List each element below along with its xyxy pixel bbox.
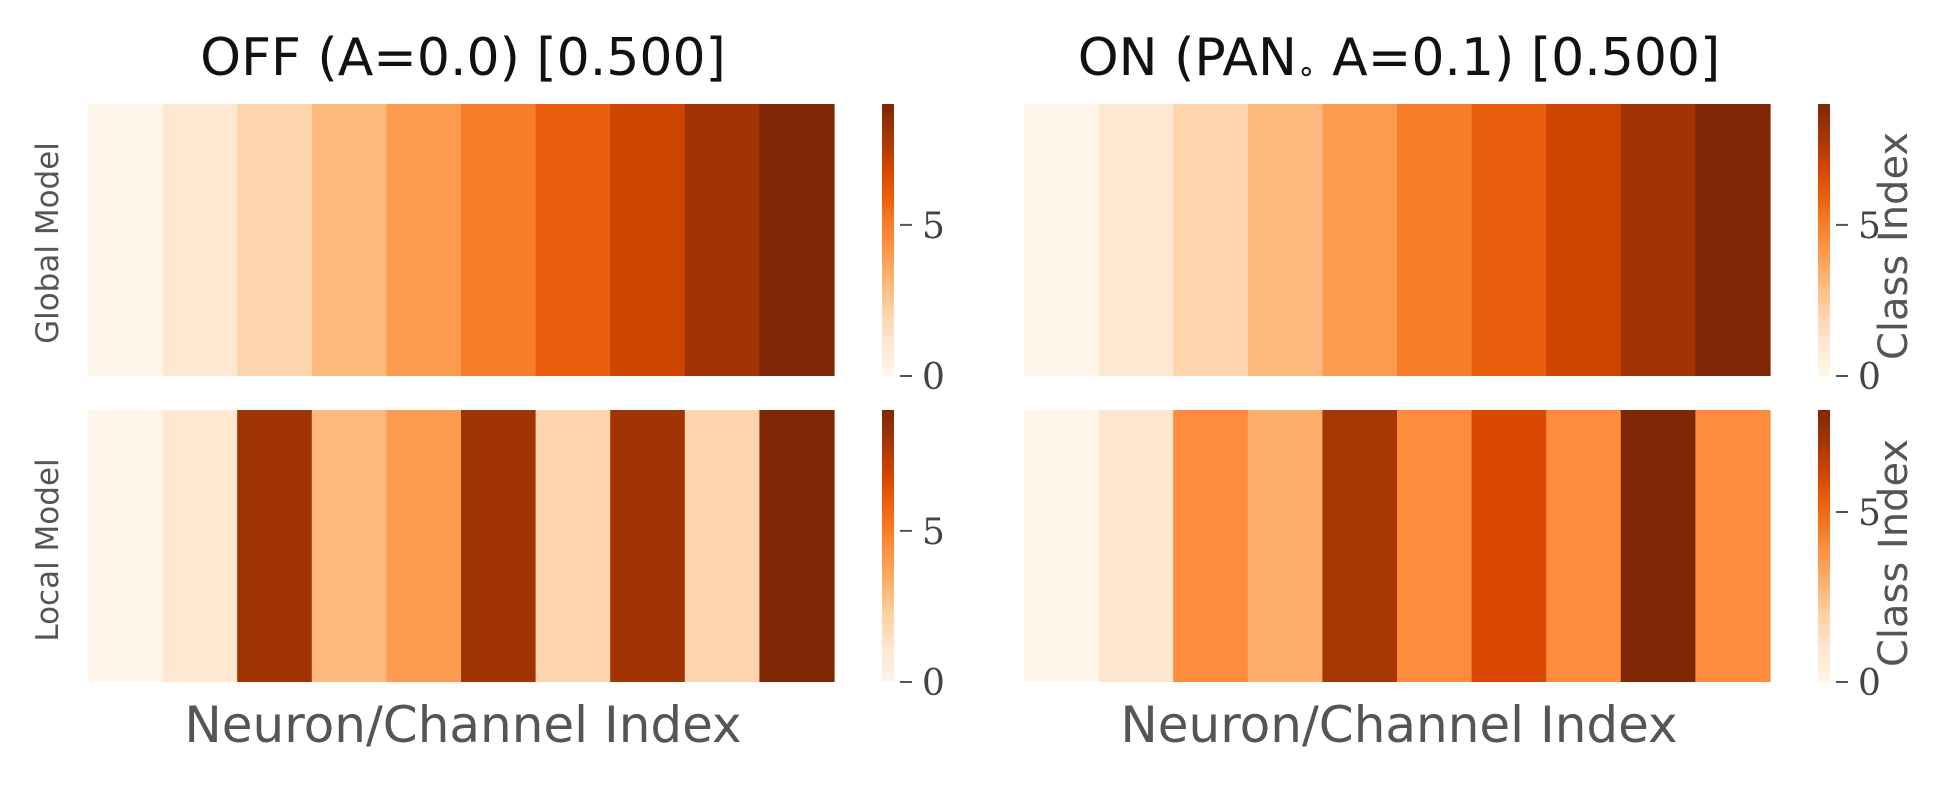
heatmap-cell-1-2 (1173, 104, 1249, 376)
heatmap-cell-1-1 (1098, 104, 1174, 376)
colorbar-tick-label-0-0: 0 (922, 357, 945, 398)
colorbar-0 (882, 104, 894, 376)
right-title-rest: A=0.1) [0.500] (1315, 28, 1721, 88)
heatmap-cell-2-6 (535, 410, 611, 682)
colorbar-tick-label-2-0: 0 (922, 663, 945, 704)
left-panel-title: OFF (A=0.0) [0.500] (200, 28, 726, 88)
heatmap-cell-0-2 (237, 104, 313, 376)
colorbar-tick-label-0-1: 5 (922, 206, 945, 247)
heatmap-cell-3-2 (1173, 410, 1249, 682)
colorbar-tick-label-1-1: 5 (1858, 206, 1881, 247)
heatmap-cell-0-6 (535, 104, 611, 376)
heatmap-cell-0-0 (88, 104, 164, 376)
heatmap-cell-3-7 (1546, 410, 1622, 682)
heatmap-cell-0-3 (311, 104, 387, 376)
heatmap-cell-3-1 (1098, 410, 1174, 682)
heatmap-cell-2-1 (162, 410, 238, 682)
heatmap-cell-3-3 (1247, 410, 1323, 682)
colorbar-1 (1818, 104, 1830, 376)
right-panel-title: ON (PAN∘ A=0.1) [0.500] (1024, 18, 1774, 98)
heatmap-cell-2-9 (759, 410, 835, 682)
left-xlabel: Neuron/Channel Index (184, 696, 742, 754)
heatmap-cell-0-8 (684, 104, 760, 376)
colorbar-tick-label-3-0: 0 (1858, 663, 1881, 704)
right-title-sub: ∘ (1296, 54, 1316, 89)
heatmap-cell-3-0 (1024, 410, 1100, 682)
heatmap-cell-1-3 (1247, 104, 1323, 376)
colorbar-tick-label-2-1: 5 (922, 512, 945, 553)
heatmap-cell-2-3 (311, 410, 387, 682)
heatmap-cell-0-7 (610, 104, 686, 376)
heatmap-cell-2-0 (88, 410, 164, 682)
heatmap-cell-3-9 (1695, 410, 1771, 682)
heatmap-cell-0-9 (759, 104, 835, 376)
heatmap-cell-3-8 (1620, 410, 1696, 682)
heatmap-cell-0-5 (461, 104, 537, 376)
heatmap-cell-2-8 (684, 410, 760, 682)
heatmap-cell-1-7 (1546, 104, 1622, 376)
heatmap-cell-1-9 (1695, 104, 1771, 376)
heatmap-cell-1-5 (1397, 104, 1473, 376)
heatmap-cell-1-8 (1620, 104, 1696, 376)
heatmap-cell-3-5 (1397, 410, 1473, 682)
heatmap-cell-1-4 (1322, 104, 1398, 376)
heatmap-cell-2-5 (461, 410, 537, 682)
heatmap-cell-0-1 (162, 104, 238, 376)
heatmap-cell-2-7 (610, 410, 686, 682)
heatmap-cell-3-4 (1322, 410, 1398, 682)
heatmap-cell-1-6 (1471, 104, 1547, 376)
heatmap-cell-2-2 (237, 410, 313, 682)
heatmap-cell-2-4 (386, 410, 462, 682)
colorbar-tick-label-3-1: 5 (1858, 493, 1881, 534)
heatmap-cell-0-4 (386, 104, 462, 376)
heatmap-cell-1-0 (1024, 104, 1100, 376)
right-title-main: ON (PAN (1077, 28, 1297, 88)
colorbar-3 (1818, 410, 1830, 682)
heatmap-cell-3-6 (1471, 410, 1547, 682)
colorbar-tick-label-1-0: 0 (1858, 357, 1881, 398)
colorbar-2 (882, 410, 894, 682)
right-xlabel: Neuron/Channel Index (1120, 696, 1678, 754)
